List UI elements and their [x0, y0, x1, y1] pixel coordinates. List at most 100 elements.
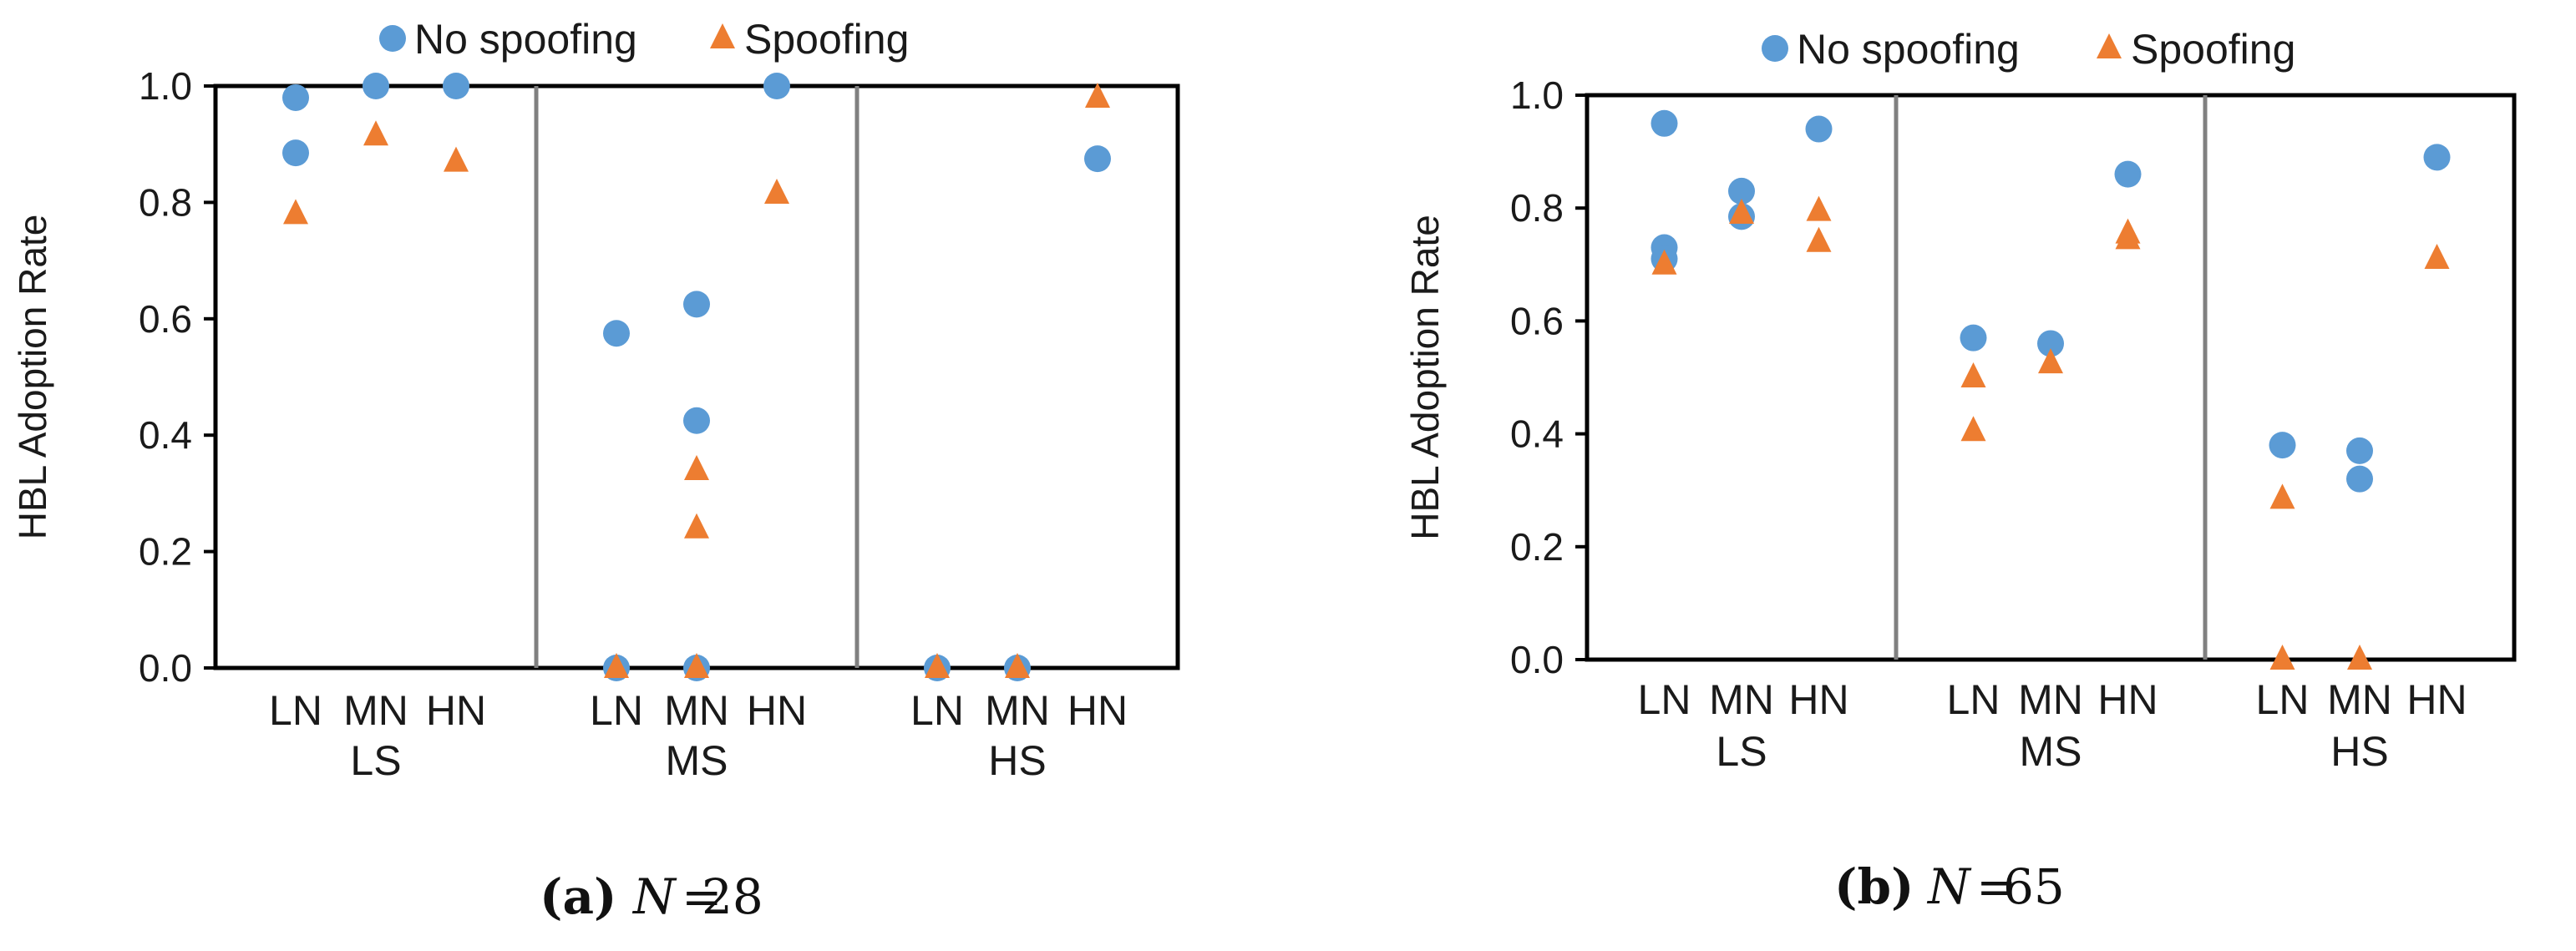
spoofing-point [925, 653, 950, 678]
legend-label: No spoofing [414, 16, 637, 63]
spoofing-point [764, 178, 789, 204]
no-spoofing-point [1084, 145, 1111, 173]
spoofing-point [1651, 249, 1677, 275]
x-group-label: HS [2330, 728, 2388, 775]
spoofing-point [1806, 195, 1832, 221]
x-group-label: HS [988, 737, 1046, 784]
no-spoofing-point [1960, 324, 1987, 352]
y-tick-label: 0.8 [1510, 186, 1564, 230]
x-category-label: HN [1788, 676, 1848, 723]
no-spoofing-point [603, 320, 630, 347]
legend-label: No spoofing [1797, 26, 2020, 73]
spoofing-point [2269, 483, 2295, 509]
chart-panel-b: 0.0 0.2 0.4 0.6 0.8 1.0 HBL Adoption Rate LN MN H… [1403, 26, 2517, 915]
x-category-label: HN [426, 687, 486, 734]
spoofing-point [1960, 416, 1986, 442]
no-spoofing-point [2346, 465, 2373, 493]
x-category-label: MN [1709, 676, 1774, 723]
no-spoofing-point [2114, 160, 2142, 188]
spoofing-point [684, 455, 709, 481]
x-category-label: LN [2256, 676, 2310, 723]
x-category-label: MN [664, 687, 729, 734]
caption-variable: N [1926, 858, 1972, 915]
no-spoofing-point [443, 73, 469, 99]
spoofing-point [604, 653, 629, 678]
x-group-label: LS [350, 737, 401, 784]
caption-value: 65 [2003, 858, 2065, 915]
legend-spoofing-marker [710, 23, 735, 48]
x-group-label: MS [2020, 728, 2082, 775]
spoofing-point [2269, 645, 2295, 670]
legend-no-spoofing-marker [379, 25, 406, 52]
x-category-label: LN [590, 687, 643, 734]
x-category-label: MN [2018, 676, 2083, 723]
x-category-label: HN [747, 687, 807, 734]
y-tick-label: 0.4 [139, 413, 192, 457]
spoofing-point [1806, 226, 1832, 252]
y-tick-label: 0.2 [139, 530, 192, 574]
spoofing-point [1005, 653, 1030, 678]
no-spoofing-point [1651, 109, 1678, 137]
spoofing-point [684, 513, 709, 539]
spoofing-point [2038, 348, 2063, 374]
legend-spoofing-marker [2097, 33, 2122, 58]
x-category-label: HN [2406, 676, 2467, 723]
y-tick-label: 1.0 [1510, 73, 1564, 117]
no-spoofing-point [363, 73, 389, 99]
x-group-label: LS [1716, 728, 1767, 775]
no-spoofing-point [2269, 432, 2296, 459]
no-spoofing-point [2346, 437, 2373, 464]
x-group-label: MS [666, 737, 728, 784]
y-axis-label: HBL Adoption Rate [1403, 215, 1447, 540]
legend-label: Spoofing [2131, 26, 2295, 73]
spoofing-point [2347, 645, 2372, 670]
no-spoofing-point [683, 407, 710, 434]
panel-label: (b) [1834, 858, 1914, 915]
spoofing-point [444, 146, 469, 172]
x-category-label: LN [269, 687, 322, 734]
x-category-label: HN [2097, 676, 2158, 723]
caption-equals: = [682, 868, 723, 925]
x-category-label: MN [985, 687, 1050, 734]
spoofing-point [283, 199, 308, 225]
x-category-label: MN [2327, 676, 2392, 723]
no-spoofing-point [2423, 144, 2451, 171]
y-tick-label: 1.0 [139, 64, 192, 108]
panel-label: (a) [540, 868, 616, 925]
spoofing-point [363, 120, 388, 146]
y-tick-label: 0.8 [139, 180, 192, 224]
no-spoofing-point [2037, 330, 2064, 357]
spoofing-point [1960, 362, 1986, 387]
no-spoofing-point [683, 291, 710, 318]
no-spoofing-point [1805, 115, 1833, 143]
legend-label: Spoofing [744, 16, 909, 63]
x-category-label: LN [910, 687, 964, 734]
x-category-label: MN [343, 687, 408, 734]
plot-frame [213, 83, 1180, 670]
no-spoofing-point [282, 83, 309, 111]
x-category-label: LN [1638, 676, 1691, 723]
no-spoofing-point [1728, 177, 1755, 205]
y-tick-label: 0.2 [1510, 525, 1564, 569]
x-category-label: LN [1947, 676, 2000, 723]
no-spoofing-point [282, 139, 309, 167]
caption-variable: N [631, 868, 677, 925]
plot-frame [1585, 93, 2517, 662]
caption-value: 28 [702, 868, 763, 925]
y-tick-label: 0.6 [1510, 299, 1564, 342]
y-tick-label: 0.6 [139, 297, 192, 341]
no-spoofing-point [763, 73, 790, 99]
y-tick-label: 0.4 [1510, 412, 1564, 456]
spoofing-point [1729, 198, 1754, 224]
spoofing-point [2115, 224, 2141, 250]
spoofing-point [684, 653, 709, 678]
y-tick-label: 0.0 [1510, 638, 1564, 681]
x-category-label: HN [1067, 687, 1128, 734]
y-axis-label: HBL Adoption Rate [11, 215, 54, 540]
legend-no-spoofing-marker [1762, 35, 1788, 62]
spoofing-point [1085, 82, 1110, 108]
caption-equals: = [1976, 858, 2017, 915]
y-tick-label: 0.0 [139, 646, 192, 690]
